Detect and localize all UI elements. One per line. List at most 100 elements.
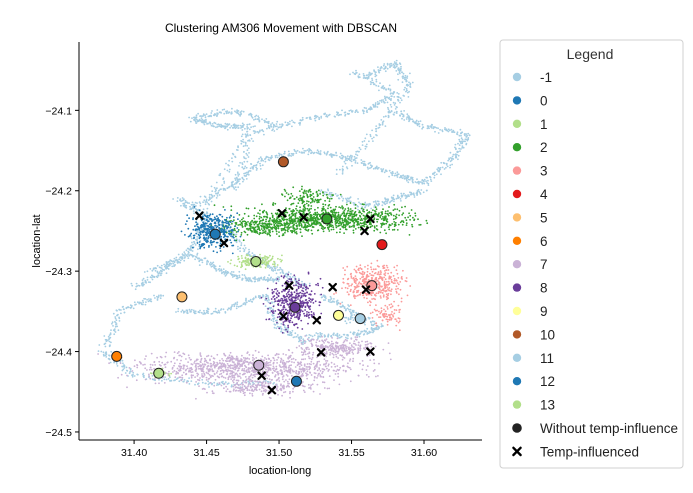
noise-point	[233, 275, 236, 277]
cluster-1-point	[269, 254, 271, 257]
cluster-2-point	[328, 203, 331, 206]
noise-point	[266, 310, 269, 313]
cluster-2-point	[261, 222, 263, 225]
noise-point	[213, 310, 215, 313]
cluster-3-point	[385, 296, 388, 298]
cluster-2-point	[348, 212, 351, 215]
cluster-2-point	[271, 219, 273, 222]
cluster-3-point	[359, 293, 362, 296]
cluster-2-point	[314, 220, 316, 223]
cluster-2-point	[235, 231, 238, 233]
noise-point	[224, 127, 226, 130]
noise-point	[192, 203, 195, 206]
cluster-2-point	[401, 206, 403, 209]
noise-point	[411, 81, 414, 84]
noise-point	[235, 307, 238, 310]
noise-point	[434, 130, 436, 133]
noise-point	[197, 120, 200, 122]
noise-point	[339, 152, 342, 155]
noise-point	[384, 67, 387, 70]
cluster-2-point	[374, 206, 377, 209]
cluster-1-point	[244, 268, 247, 271]
cluster-2-point	[309, 217, 312, 220]
cluster-3-point	[370, 294, 373, 297]
noise-point	[348, 305, 350, 308]
noise-point	[320, 115, 323, 118]
noise-point	[372, 330, 375, 332]
noise-point	[417, 181, 419, 184]
cluster-1-point	[237, 255, 240, 258]
cluster-2-point	[319, 214, 322, 216]
noise-point	[462, 146, 465, 149]
cluster-2-point	[338, 206, 341, 209]
noise-point	[132, 307, 135, 310]
noise-point	[436, 168, 439, 171]
noise-point	[131, 284, 134, 287]
noise-point	[425, 189, 428, 192]
cluster-0-point	[213, 216, 216, 219]
noise-point	[289, 120, 291, 123]
cluster-3-point	[378, 284, 381, 287]
noise-point	[371, 77, 373, 80]
noise-point	[273, 326, 276, 329]
cluster-2-point	[373, 210, 376, 212]
noise-point	[457, 142, 459, 145]
noise-point	[190, 249, 192, 252]
cluster-2-point	[277, 220, 280, 223]
cluster-0-point	[203, 246, 206, 249]
noise-point	[388, 96, 391, 99]
noise-point	[271, 129, 273, 132]
noise-point	[318, 118, 321, 121]
noise-point	[103, 335, 106, 337]
cluster-0-point	[195, 221, 198, 224]
noise-point	[239, 111, 242, 114]
noise-point	[400, 67, 402, 70]
noise-point	[394, 102, 397, 105]
cluster-2-point	[289, 230, 292, 232]
cluster-0-point	[204, 222, 207, 225]
noise-point	[289, 331, 291, 333]
cluster-2-point	[344, 225, 347, 228]
noise-point	[230, 271, 233, 273]
noise-point	[208, 382, 211, 384]
cluster-2-point	[275, 226, 278, 229]
noise-point	[407, 181, 410, 184]
noise-point	[215, 126, 217, 129]
noise-point	[278, 152, 280, 155]
cluster-0-point	[210, 225, 212, 228]
noise-point	[108, 340, 111, 343]
cluster-1-point	[277, 257, 279, 260]
cluster-0-point	[215, 241, 218, 244]
cluster-2-point	[363, 210, 365, 213]
noise-point	[244, 165, 247, 168]
noise-point	[375, 328, 377, 331]
cluster-2-point	[271, 216, 274, 219]
noise-point	[373, 328, 376, 331]
cluster-2-point	[296, 225, 298, 228]
noise-point	[204, 219, 207, 222]
noise-point	[244, 127, 246, 130]
noise-point	[201, 121, 204, 124]
noise-point	[325, 114, 328, 116]
cluster-0-point	[226, 216, 228, 219]
noise-point	[370, 207, 373, 210]
noise-point	[234, 155, 236, 158]
noise-point	[380, 323, 383, 325]
cluster-2-point	[282, 217, 284, 220]
noise-point	[245, 277, 248, 280]
noise-point	[396, 176, 399, 178]
noise-point	[354, 161, 357, 164]
cluster-2-point	[312, 192, 314, 195]
noise-point	[207, 308, 210, 310]
cluster-2-point	[294, 215, 297, 218]
cluster-2-point	[372, 209, 374, 212]
noise-point	[332, 153, 334, 156]
noise-point	[258, 117, 260, 119]
noise-point	[348, 310, 351, 313]
cluster-0-point	[223, 235, 226, 238]
noise-point	[451, 155, 454, 158]
cluster-0-point	[198, 227, 201, 230]
noise-point	[236, 305, 238, 308]
cluster-3-point	[359, 282, 362, 285]
noise-point	[329, 301, 332, 303]
